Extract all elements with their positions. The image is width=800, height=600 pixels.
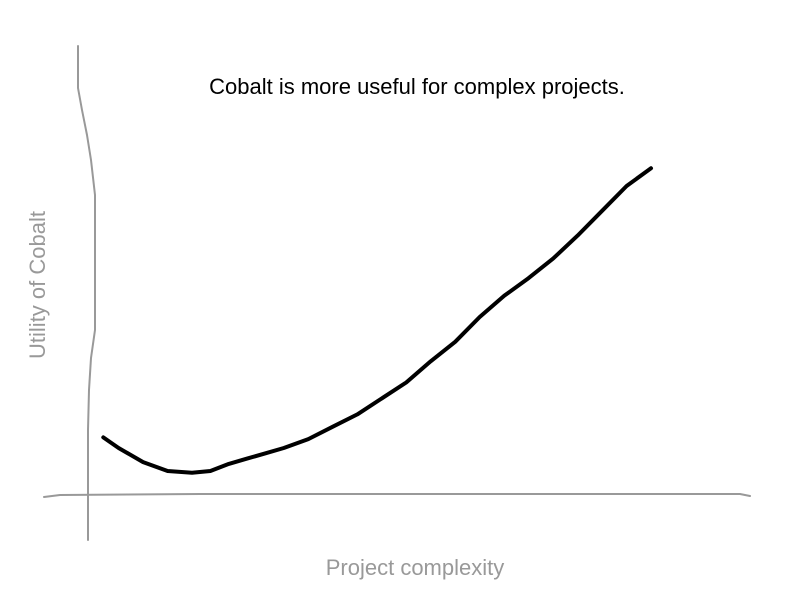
x-axis-label: Project complexity <box>326 555 505 580</box>
y-axis <box>77 45 96 541</box>
series-line <box>101 166 653 475</box>
x-axis <box>43 493 751 498</box>
y-axis-label: Utility of Cobalt <box>25 211 50 359</box>
chart-title: Cobalt is more useful for complex projec… <box>209 74 625 99</box>
